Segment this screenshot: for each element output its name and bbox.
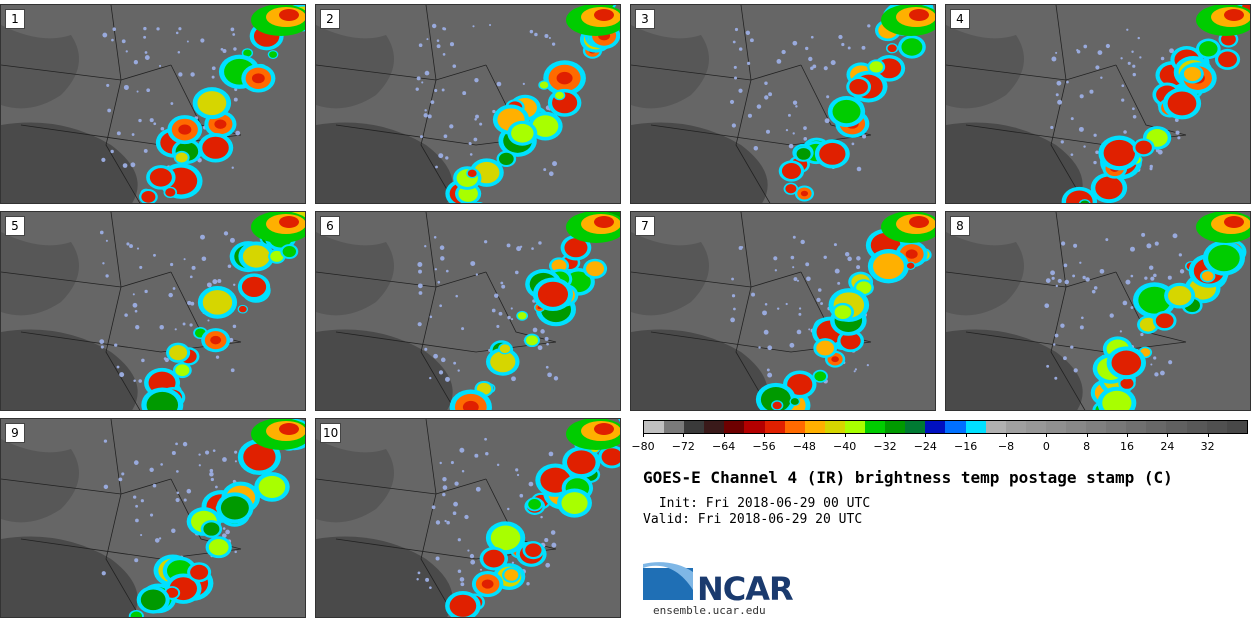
logo-wordmark: NCAR <box>697 570 794 608</box>
panel-member-10: 10 <box>315 418 621 618</box>
colorbar-tick-label: −40 <box>825 433 865 453</box>
satellite-image <box>1 5 305 203</box>
valid-time: Valid: Fri 2018-06-29 20 UTC <box>643 512 863 527</box>
colorbar-tick-label: −48 <box>784 433 824 453</box>
colorbar-segment <box>925 421 946 433</box>
colorbar-tick-label: −16 <box>946 433 986 453</box>
panel-label: 8 <box>950 216 970 236</box>
init-time: Init: Fri 2018-06-29 00 UTC <box>651 496 871 511</box>
panel-label: 10 <box>320 423 342 443</box>
colorbar-segment <box>1146 421 1167 433</box>
ncar-logo <box>643 562 693 600</box>
colorbar-segment <box>844 421 866 433</box>
colorbar-segment <box>1045 421 1066 433</box>
colorbar-segment <box>664 421 685 433</box>
satellite-image <box>316 419 620 617</box>
panel-label: 5 <box>5 216 25 236</box>
colorbar-tick-label: −72 <box>663 433 703 453</box>
panel-label: 6 <box>320 216 340 236</box>
colorbar-segment <box>865 421 886 433</box>
colorbar-tick-label: 32 <box>1188 433 1228 453</box>
colorbar-segment <box>965 421 986 433</box>
satellite-image <box>631 5 935 203</box>
colorbar-segment <box>704 421 725 433</box>
colorbar-segment <box>784 421 805 433</box>
colorbar-segment <box>1005 421 1026 433</box>
colorbar-tick-label: −32 <box>865 433 905 453</box>
colorbar-segment <box>644 421 665 433</box>
colorbar-segment <box>1065 421 1087 433</box>
panel-label: 2 <box>320 9 340 29</box>
colorbar-segment <box>1025 421 1046 433</box>
colorbar-segment <box>1166 421 1187 433</box>
colorbar-segment <box>1206 421 1227 433</box>
logo-swoosh <box>643 562 693 590</box>
colorbar-segment <box>764 421 785 433</box>
temperature-colorbar <box>643 420 1248 434</box>
panel-member-7: 7 <box>630 211 936 411</box>
satellite-image <box>316 5 620 203</box>
colorbar-tick-label: 16 <box>1107 433 1147 453</box>
satellite-image <box>946 5 1250 203</box>
figure-title: GOES-E Channel 4 (IR) brightness temp po… <box>643 468 1173 487</box>
colorbar-segment <box>804 421 825 433</box>
panel-label: 4 <box>950 9 970 29</box>
colorbar-segment <box>945 421 966 433</box>
colorbar-tick-label: −56 <box>744 433 784 453</box>
panel-member-4: 4 <box>945 4 1251 204</box>
colorbar-segment <box>1226 421 1247 433</box>
colorbar-tick-label: −64 <box>704 433 744 453</box>
colorbar-tick-label: −24 <box>905 433 945 453</box>
colorbar-tick-label: 8 <box>1067 433 1107 453</box>
satellite-image <box>1 212 305 410</box>
colorbar-segment <box>1126 421 1147 433</box>
colorbar-segment <box>885 421 906 433</box>
colorbar-ticks: −80 −72 −64 −56 −48 −40 −32 −24 −16 −8 0 8 16 24 32 <box>631 433 1248 456</box>
colorbar-segment <box>1086 421 1107 433</box>
panel-member-1: 1 <box>0 4 306 204</box>
colorbar-tick-label: −80 <box>623 433 663 453</box>
satellite-image <box>631 212 935 410</box>
site-url[interactable]: ensemble.ucar.edu <box>653 604 766 617</box>
colorbar-tick-label: 24 <box>1147 433 1187 453</box>
colorbar-segment <box>824 421 845 433</box>
colorbar-segment <box>1106 421 1127 433</box>
satellite-image <box>316 212 620 410</box>
colorbar-tick-label: 0 <box>1026 433 1066 453</box>
panel-label: 3 <box>635 9 655 29</box>
satellite-image <box>1 419 305 617</box>
colorbar-tick-label: −8 <box>986 433 1026 453</box>
panel-member-2: 2 <box>315 4 621 204</box>
colorbar-segment <box>744 421 765 433</box>
satellite-image <box>946 212 1250 410</box>
panel-member-9: 9 <box>0 418 306 618</box>
colorbar-segment <box>1186 421 1207 433</box>
panel-label: 1 <box>5 9 25 29</box>
colorbar-segment <box>985 421 1006 433</box>
panel-label: 7 <box>635 216 655 236</box>
colorbar-segment <box>905 421 926 433</box>
panel-label: 9 <box>5 423 25 443</box>
colorbar-segment <box>724 421 745 433</box>
panel-member-3: 3 <box>630 4 936 204</box>
panel-member-5: 5 <box>0 211 306 411</box>
panel-member-8: 8 <box>945 211 1251 411</box>
panel-member-6: 6 <box>315 211 621 411</box>
colorbar-segment <box>684 421 705 433</box>
